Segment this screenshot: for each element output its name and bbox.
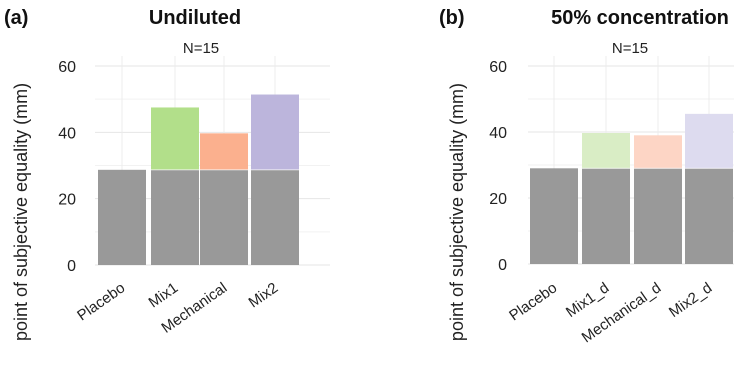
bar-mix2-increment bbox=[251, 94, 299, 170]
y-tick-label: 0 bbox=[67, 258, 76, 275]
y-tick-label: 20 bbox=[58, 192, 76, 209]
bar-mechanical-d-base bbox=[634, 168, 682, 264]
bar-mix2-d-base bbox=[685, 168, 733, 264]
y-axis-label: point of subjective equality (mm) bbox=[447, 83, 467, 341]
y-tick-label: 20 bbox=[489, 191, 507, 208]
chart-title: Undiluted bbox=[149, 7, 241, 29]
y-tick-label: 60 bbox=[58, 59, 76, 76]
bar-mix1-base bbox=[151, 169, 199, 265]
y-axis-label: point of subjective equality (mm) bbox=[11, 83, 31, 341]
bar-mechanical-d-increment bbox=[634, 135, 682, 169]
bar-placebo-base bbox=[98, 169, 146, 265]
bar-mix1-d-base bbox=[582, 168, 630, 264]
bar-mix1-d-increment bbox=[582, 132, 630, 169]
x-tick-label: Mix1 bbox=[146, 279, 182, 311]
y-tick-label: 60 bbox=[489, 59, 507, 76]
sample-size-annotation: N=15 bbox=[183, 40, 219, 57]
panel-label: (a) bbox=[4, 7, 28, 29]
x-tick-label: Mix2_d bbox=[666, 279, 715, 321]
panel-label: (b) bbox=[439, 7, 465, 29]
x-tick-label: Placebo bbox=[506, 279, 560, 324]
y-tick-label: 40 bbox=[58, 125, 76, 142]
bar-mix2-d-increment bbox=[685, 113, 733, 169]
y-tick-label: 0 bbox=[498, 257, 507, 274]
bar-mix2-base bbox=[251, 169, 299, 265]
bar-mix1-increment bbox=[151, 107, 199, 170]
x-tick-label: Mix2 bbox=[246, 279, 282, 311]
bar-mechanical-increment bbox=[200, 133, 248, 170]
bar-mechanical-base bbox=[200, 169, 248, 265]
bar-placebo-base bbox=[530, 168, 578, 264]
x-tick-label: Placebo bbox=[74, 279, 128, 324]
y-tick-label: 40 bbox=[489, 125, 507, 142]
sample-size-annotation: N=15 bbox=[612, 40, 648, 57]
chart-title: 50% concentration bbox=[551, 7, 729, 29]
